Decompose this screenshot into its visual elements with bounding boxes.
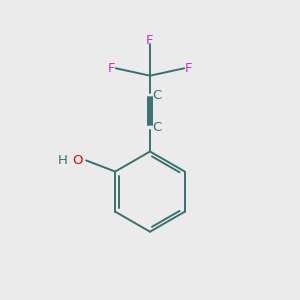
Text: O: O <box>72 154 83 167</box>
Text: F: F <box>146 34 154 47</box>
Text: C: C <box>152 88 161 101</box>
Text: H: H <box>57 154 67 167</box>
Text: C: C <box>152 121 161 134</box>
Text: F: F <box>108 62 116 75</box>
Text: F: F <box>184 62 192 75</box>
